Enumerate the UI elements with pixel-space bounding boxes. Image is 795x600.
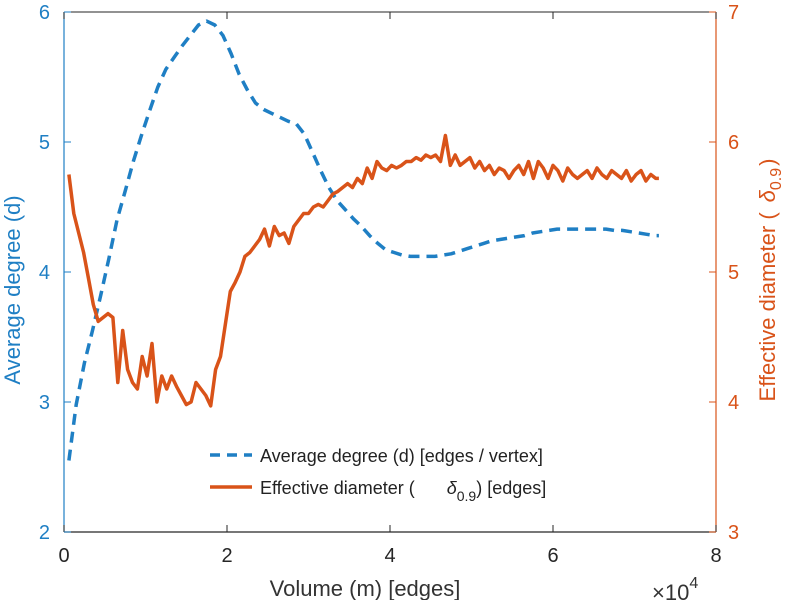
y-right-tick-label: 4 xyxy=(728,392,739,414)
x-tick-label: 8 xyxy=(710,545,721,567)
y-left-tick-label: 2 xyxy=(39,522,50,544)
x-tick-label: 4 xyxy=(384,545,395,567)
y-left-tick-label: 3 xyxy=(39,392,50,414)
y-left-tick-label: 5 xyxy=(39,132,50,154)
series-line-average-degree xyxy=(67,19,659,461)
x-tick-label: 0 xyxy=(58,545,69,567)
y-right-axis-label-main: Effective diameter ( xyxy=(755,212,780,402)
y-right-axis-label-close: ) xyxy=(755,159,780,166)
x-tick-label: 2 xyxy=(221,545,232,567)
series-layer xyxy=(67,19,659,461)
x-axis-exponent-base: ×10 xyxy=(652,580,689,600)
legend-label-effective-diameter-close: ) [edges] xyxy=(476,478,546,498)
y-right-tick-label: 6 xyxy=(728,132,739,154)
y-left-axis-label: Average degree (d) xyxy=(0,195,25,384)
x-axis-exponent-power: 4 xyxy=(689,575,698,592)
y-right-tick-label: 3 xyxy=(728,522,739,544)
x-tick-label: 6 xyxy=(547,545,558,567)
x-axis-exponent: ×104 xyxy=(652,575,698,600)
y-right-axis-label: Effective diameter ( δ0.9) xyxy=(755,159,785,402)
legend-label-effective-diameter: Effective diameter ( δ0.9) [edges] xyxy=(260,478,546,504)
y-right-axis-label-sub: 0.9 xyxy=(768,168,785,190)
y-right-tick-label: 7 xyxy=(728,2,739,24)
y-right-axis-label-symbol: δ xyxy=(755,189,780,202)
y-right-tick-label: 5 xyxy=(728,262,739,284)
legend-label-effective-diameter-main: Effective diameter ( xyxy=(260,478,415,498)
y-left-tick-label: 4 xyxy=(39,262,50,284)
series-line-effective-diameter xyxy=(67,133,659,408)
legend-label-effective-diameter-sub: 0.9 xyxy=(457,488,477,504)
legend-label-average-degree: Average degree (d) [edges / vertex] xyxy=(260,446,543,466)
legend: Average degree (d) [edges / vertex] Effe… xyxy=(210,446,546,504)
x-axis-label: Volume (m) [edges] xyxy=(270,576,461,600)
legend-label-effective-diameter-symbol: δ xyxy=(447,478,458,498)
y-left-tick-label: 6 xyxy=(39,2,50,24)
